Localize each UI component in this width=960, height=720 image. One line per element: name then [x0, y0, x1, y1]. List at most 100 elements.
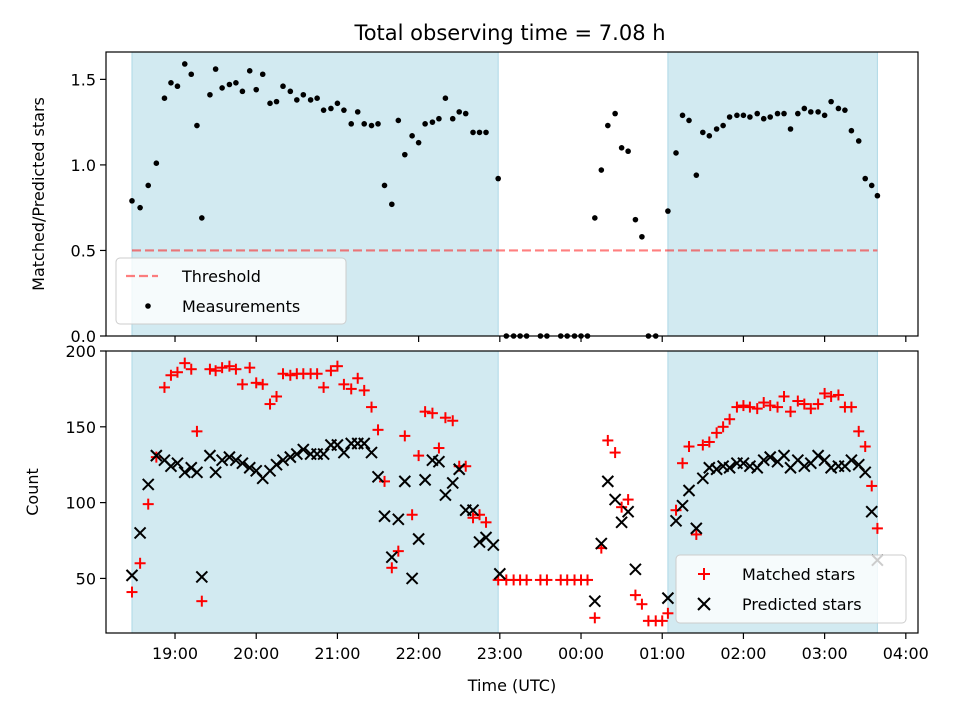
measurement-point — [754, 110, 761, 117]
measurement-point — [835, 105, 842, 112]
measurement-point — [449, 115, 456, 122]
measurement-point — [402, 151, 408, 158]
predicted-star-point — [676, 499, 689, 512]
measurement-point — [598, 167, 605, 173]
matched-star-point — [134, 557, 146, 569]
measurement-point — [381, 182, 388, 189]
matched-star-point — [629, 589, 641, 601]
predicted-star-point — [290, 447, 304, 461]
bottom-axes: 50 100 150 200 19:00 20:00 21:00 22:00 23:00 00:0… — [23, 342, 929, 695]
bottom-y-axis-label: Count — [23, 468, 42, 516]
x-stroke-2 — [297, 443, 310, 456]
x-stroke-2 — [164, 460, 178, 473]
x-stroke-2 — [588, 594, 602, 608]
measurement-point — [194, 122, 200, 129]
measurement-point — [253, 86, 260, 93]
matched-star-point — [764, 400, 776, 412]
x-stroke-2 — [243, 461, 256, 474]
measurement-point — [287, 88, 294, 95]
measurement-point — [767, 114, 774, 120]
x-stroke-2 — [223, 450, 236, 464]
matched-star-point — [366, 401, 378, 413]
x-stroke-2 — [676, 499, 689, 512]
x-stroke-2 — [371, 470, 385, 484]
measurement-point — [226, 81, 233, 88]
measurement-point — [801, 105, 808, 112]
matched-star-point — [271, 390, 283, 402]
x-stroke-2 — [158, 453, 171, 467]
predicted-star-point — [392, 513, 405, 526]
matched-star-point — [447, 415, 459, 427]
matched-star-point — [325, 365, 337, 377]
measurement-point — [307, 97, 314, 103]
matched-star-point — [150, 451, 162, 463]
matched-star-point — [751, 403, 763, 415]
predicted-star-point — [164, 460, 178, 473]
predicted-star-point — [317, 447, 330, 461]
matched-star-point — [338, 378, 350, 390]
measurement-point — [348, 121, 355, 127]
measurement-point — [868, 182, 875, 189]
x-stroke-2 — [171, 456, 184, 470]
measurement-point — [314, 95, 320, 101]
predicted-star-point — [743, 460, 757, 473]
matched-star-point — [216, 362, 228, 374]
matched-star-point — [399, 430, 411, 442]
predicted-star-point — [723, 461, 736, 474]
bottom-legend: Matched stars Predicted stars — [675, 554, 907, 624]
predicted-star-point — [418, 473, 432, 487]
matched-star-point — [284, 369, 296, 381]
x-stroke-2 — [229, 453, 243, 467]
measurement-point — [239, 88, 246, 95]
predicted-star-point — [412, 532, 425, 546]
measurement-point — [795, 110, 801, 117]
x-stroke-2 — [270, 458, 283, 471]
matched-star-point — [171, 366, 183, 378]
matched-star-point — [352, 372, 364, 384]
matched-star-point — [825, 390, 837, 402]
x-tick-label: 21:00 — [314, 644, 360, 663]
predicted-star-point — [682, 484, 696, 497]
top-legend: Threshold Measurements — [115, 257, 347, 325]
predicted-star-point — [284, 450, 297, 464]
measurement-point — [605, 122, 611, 129]
predicted-star-point — [365, 446, 378, 459]
measurement-point — [422, 121, 428, 127]
matched-star-point — [406, 509, 418, 521]
measurement-point — [246, 68, 253, 74]
x-stroke-2 — [757, 453, 770, 467]
predicted-star-point — [178, 466, 191, 479]
matched-star-point — [853, 425, 865, 437]
matched-star-point — [717, 421, 729, 433]
matched-star-point — [277, 368, 289, 380]
x-stroke-2 — [418, 473, 432, 487]
predicted-star-point — [297, 443, 310, 456]
predicted-star-point — [439, 488, 452, 502]
matched-star-point — [386, 562, 398, 574]
measurement-point — [618, 145, 625, 151]
x-stroke-2 — [777, 449, 791, 462]
matched-star-point — [724, 413, 736, 425]
y-tick-label: 50 — [76, 569, 96, 588]
matched-star-point — [480, 516, 492, 528]
predicted-star-point — [243, 461, 256, 474]
matched-star-point — [609, 447, 621, 459]
measurement-point — [409, 133, 415, 139]
x-tick-label: 23:00 — [477, 644, 523, 663]
predicted-star-point — [487, 538, 500, 552]
x-stroke-2 — [764, 450, 777, 464]
legend-matched-swatch — [698, 568, 710, 580]
x-tick-label: 00:00 — [558, 644, 604, 663]
predicted-star-point — [661, 591, 675, 605]
predicted-star-point — [432, 455, 446, 468]
x-stroke-2 — [365, 446, 378, 459]
predicted-star-point — [371, 470, 385, 484]
matched-star-point — [758, 397, 770, 409]
x-stroke-2 — [236, 456, 249, 470]
x-stroke-2 — [669, 514, 683, 528]
x-tick-label: 19:00 — [152, 644, 198, 663]
predicted-star-point — [270, 458, 283, 471]
x-axis-label: Time (UTC) — [467, 676, 556, 695]
x-stroke-2 — [615, 516, 628, 529]
measurement-point — [375, 121, 381, 127]
